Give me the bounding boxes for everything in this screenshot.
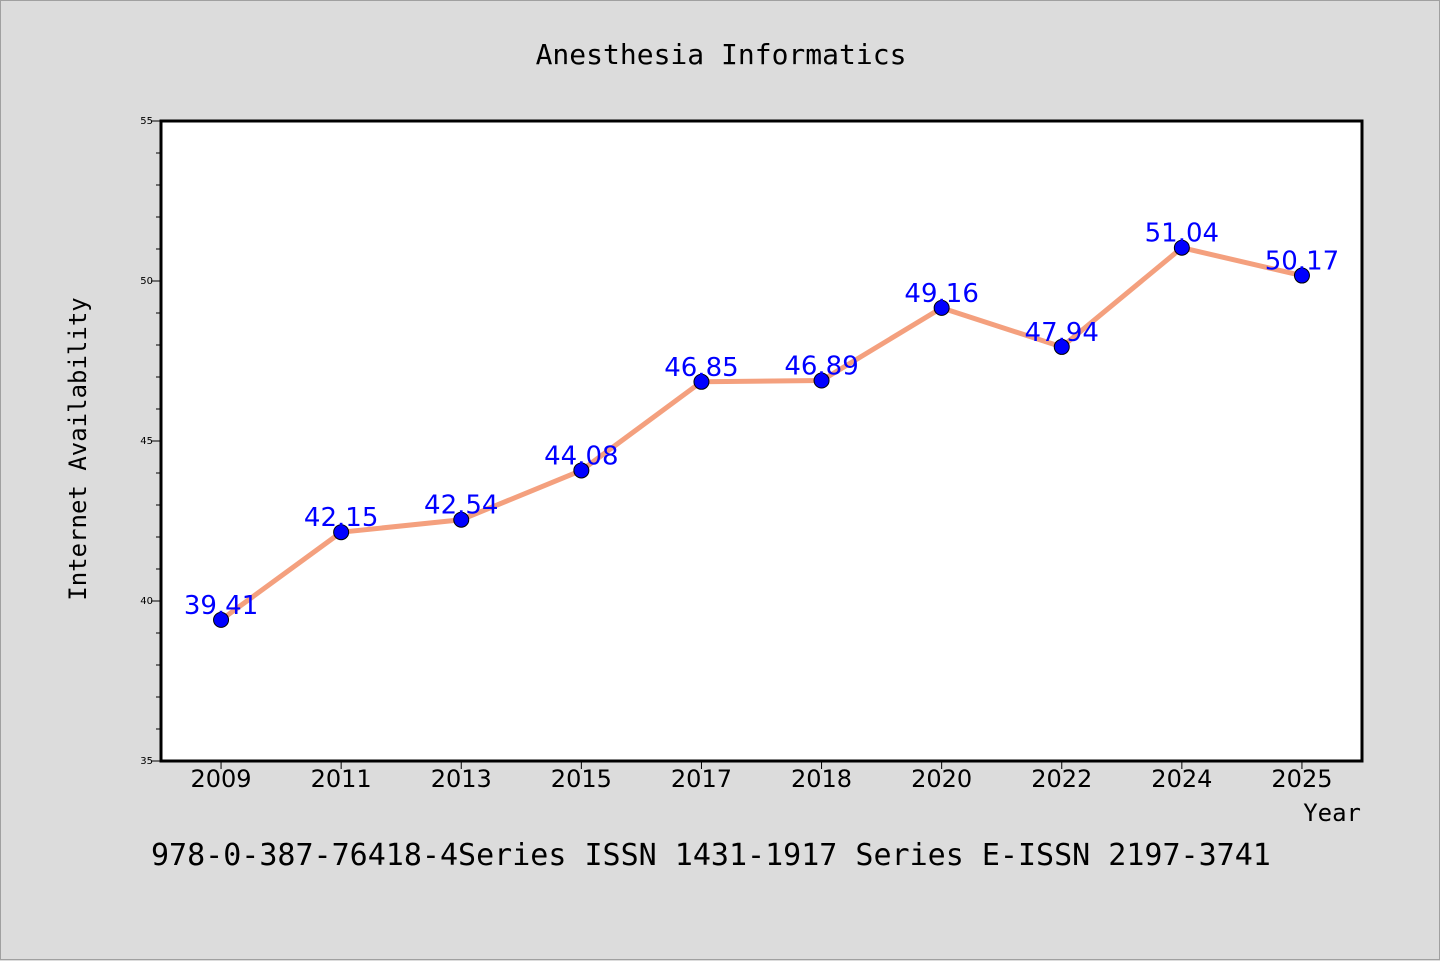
data-label: 46.85 (664, 353, 738, 383)
data-point (213, 611, 230, 628)
data-point (1293, 267, 1310, 284)
x-tick-label: 2018 (791, 765, 852, 793)
footer-isbn-text: 978-0-387-76418-4Series ISSN 1431-1917 S… (151, 838, 1271, 873)
data-label: 51.04 (1145, 219, 1219, 249)
x-axis-title: Year (1303, 799, 1361, 827)
y-axis: 35 40 45 50 55 (140, 116, 161, 767)
x-tick-label: 2024 (1151, 765, 1212, 793)
x-tick-label: 2015 (551, 765, 612, 793)
chart-title: Anesthesia Informatics (536, 38, 907, 71)
data-point (1173, 239, 1190, 256)
x-axis: 2009 2011 2013 2015 2017 2018 2020 2022 2024 2025 (191, 761, 1332, 793)
data-point (693, 373, 710, 390)
y-tick-label: 55 (140, 116, 153, 127)
data-point (1053, 338, 1070, 355)
data-point (333, 524, 350, 541)
data-label: 42.54 (424, 491, 498, 521)
data-label: 39.41 (184, 591, 258, 621)
series-line (219, 245, 1303, 622)
y-tick-label: 50 (140, 276, 153, 287)
y-axis-title: Internet Availability (64, 297, 92, 600)
x-tick-label: 2009 (191, 765, 252, 793)
x-tick-label: 2025 (1271, 765, 1332, 793)
data-point (573, 462, 590, 479)
data-label: 47.94 (1025, 318, 1099, 348)
x-tick-label: 2011 (311, 765, 372, 793)
plot-area (159, 119, 1364, 763)
data-label: 50.17 (1265, 247, 1339, 277)
data-label: 46.89 (784, 352, 858, 382)
y-tick-label: 35 (140, 756, 153, 767)
data-point (933, 299, 950, 316)
y-tick-label: 40 (140, 596, 153, 607)
data-label: 44.08 (544, 441, 618, 471)
data-point (813, 372, 830, 389)
x-tick-label: 2022 (1031, 765, 1092, 793)
y-tick-label: 45 (140, 436, 153, 447)
x-tick-label: 2020 (911, 765, 972, 793)
data-label: 42.15 (304, 503, 378, 533)
series-layer: 39.41 42.15 42.54 44.08 46.85 46.89 49.16 47.94… (184, 219, 1339, 628)
data-point (453, 511, 470, 528)
x-tick-label: 2017 (671, 765, 732, 793)
data-label: 49.16 (904, 279, 978, 309)
x-tick-label: 2013 (431, 765, 492, 793)
